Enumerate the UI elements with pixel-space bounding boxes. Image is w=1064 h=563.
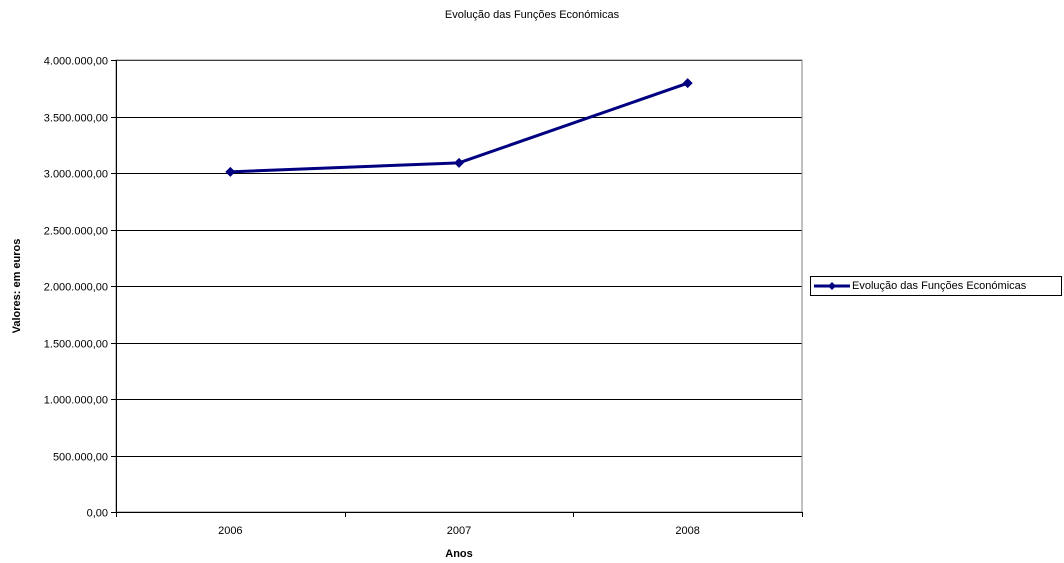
y-tick-label: 2.500.000,00 xyxy=(44,226,108,238)
x-tick-label: 2007 xyxy=(447,525,471,537)
y-tick-label: 0,00 xyxy=(87,508,108,520)
x-axis-label: Anos xyxy=(445,548,473,560)
data-series xyxy=(225,78,693,177)
data-point-marker xyxy=(682,78,693,89)
legend-swatch-icon xyxy=(814,282,850,290)
x-tick-label: 2006 xyxy=(218,525,242,537)
x-tick-label: 2008 xyxy=(675,525,699,537)
y-tick-label: 4.000.000,00 xyxy=(44,56,108,68)
y-tick-label: 3.000.000,00 xyxy=(44,169,108,181)
gridlines xyxy=(116,60,802,457)
y-tick-label: 3.500.000,00 xyxy=(44,113,108,125)
legend-label: Evolução das Funções Económicas xyxy=(852,280,1027,292)
data-point-marker xyxy=(225,166,236,177)
y-tick-label: 2.000.000,00 xyxy=(44,282,108,294)
legend: Evolução das Funções Económicas xyxy=(810,276,1062,296)
y-tick-label: 1.000.000,00 xyxy=(44,395,108,407)
y-tick-labels: 0,00 500.000,00 1.000.000,00 1.500.000,00 2.… xyxy=(44,56,108,520)
chart-title: Evolução das Funções Económicas xyxy=(444,9,620,21)
y-tick-label: 1.500.000,00 xyxy=(44,339,108,351)
data-point-marker xyxy=(454,157,464,168)
axes xyxy=(111,60,803,517)
y-tick-label: 500.000,00 xyxy=(53,452,108,464)
x-tick-labels: 2006 2007 2008 xyxy=(218,525,700,537)
